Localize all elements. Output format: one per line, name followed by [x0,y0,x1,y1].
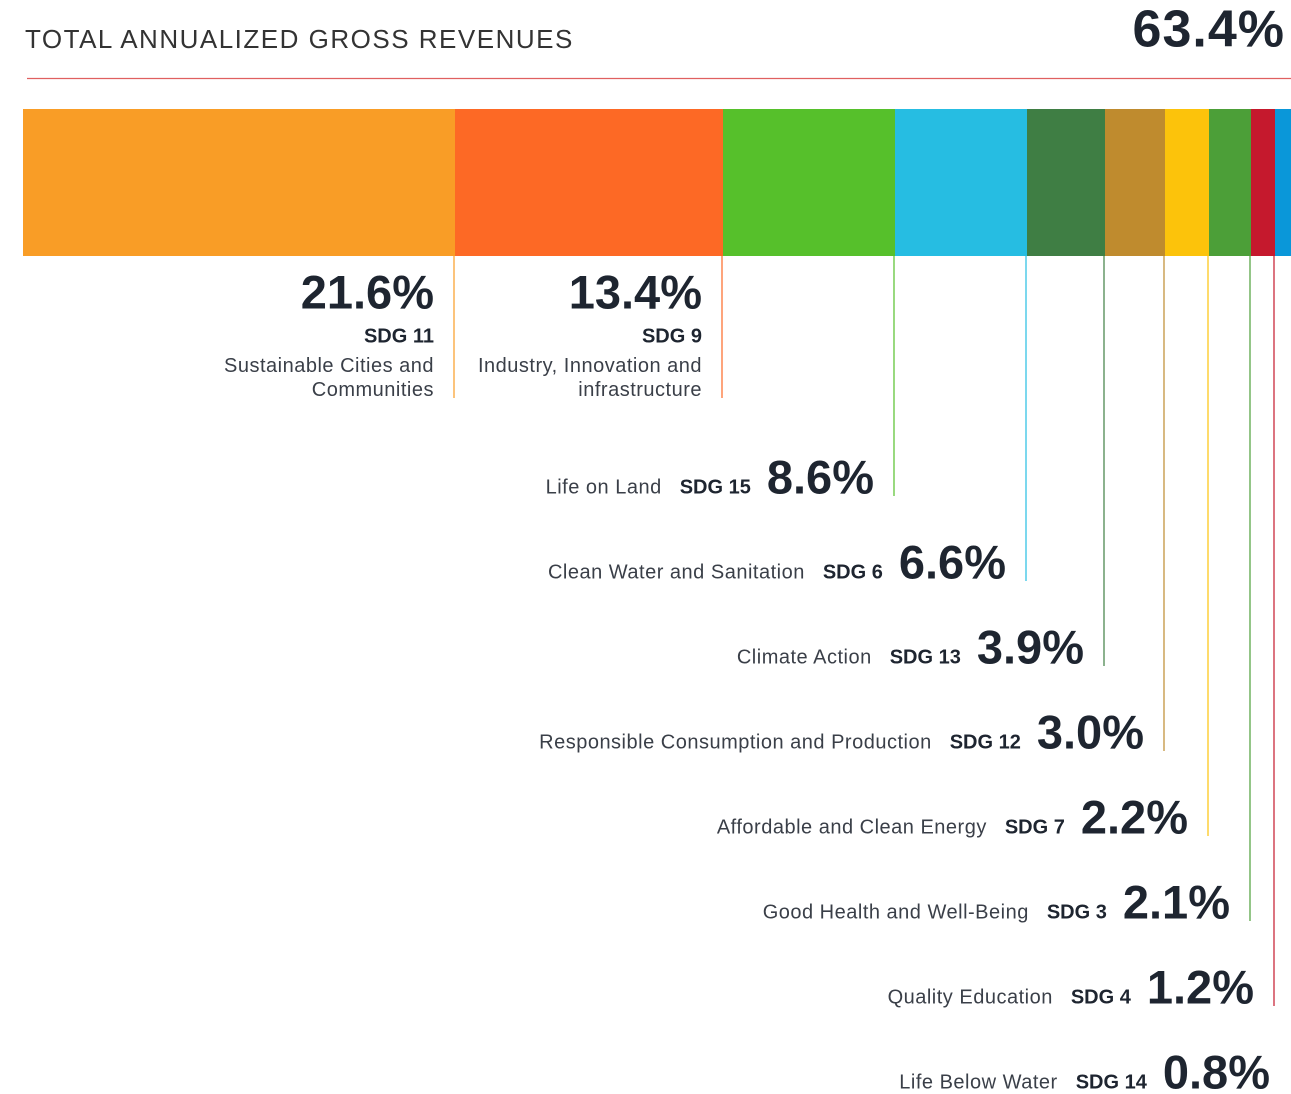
sdg-code: SDG 9 [642,325,702,347]
value-label: 2.2% [1081,790,1188,843]
category-label: Clean Water and Sanitation [548,561,805,583]
bar-segment [1105,109,1165,256]
bar-segment [1165,109,1209,256]
bar-segment [1275,109,1291,256]
value-label: 8.6% [767,450,874,503]
value-label: 3.9% [977,620,1084,673]
category-label: Industry, Innovation and infrastructure [478,355,702,401]
sdg-code: SDG 3 [1047,901,1107,923]
total-label: 63.4% [1133,1,1285,59]
value-label: 21.6% [301,265,434,318]
sdg-code: SDG 13 [890,646,961,668]
sdg-code: SDG 11 [364,325,434,347]
bar-segment [1251,109,1275,256]
value-label: 0.8% [1163,1045,1270,1094]
bar-segment [1027,109,1105,256]
bar-segment [895,109,1027,256]
category-label: Responsible Consumption and Production [539,731,932,753]
chart-title: TOTAL ANNUALIZED GROSS REVENUES [25,24,574,54]
sdg-code: SDG 7 [1005,816,1065,838]
value-label: 13.4% [569,265,702,318]
category-label: Good Health and Well-Being [763,901,1029,923]
sdg-code: SDG 14 [1076,1071,1148,1093]
category-label: Life on Land [546,476,662,498]
category-label: Affordable and Clean Energy [717,816,987,838]
value-label: 3.0% [1037,705,1144,758]
bar-segment [23,109,455,256]
category-label: Climate Action [737,646,872,668]
value-label: 1.2% [1147,960,1254,1013]
bar-segment [455,109,723,256]
bar-segment [723,109,895,256]
bar-segment [1209,109,1251,256]
category-label: Quality Education [888,986,1053,1008]
sdg-code: SDG 12 [950,731,1021,753]
sdg-code: SDG 6 [823,561,883,583]
sdg-code: SDG 4 [1071,986,1132,1008]
category-label: Sustainable Cities and Communities [224,355,434,401]
sdg-code: SDG 15 [680,476,751,498]
category-label: Life Below Water [899,1071,1057,1093]
value-label: 2.1% [1123,875,1230,928]
value-label: 6.6% [899,535,1006,588]
